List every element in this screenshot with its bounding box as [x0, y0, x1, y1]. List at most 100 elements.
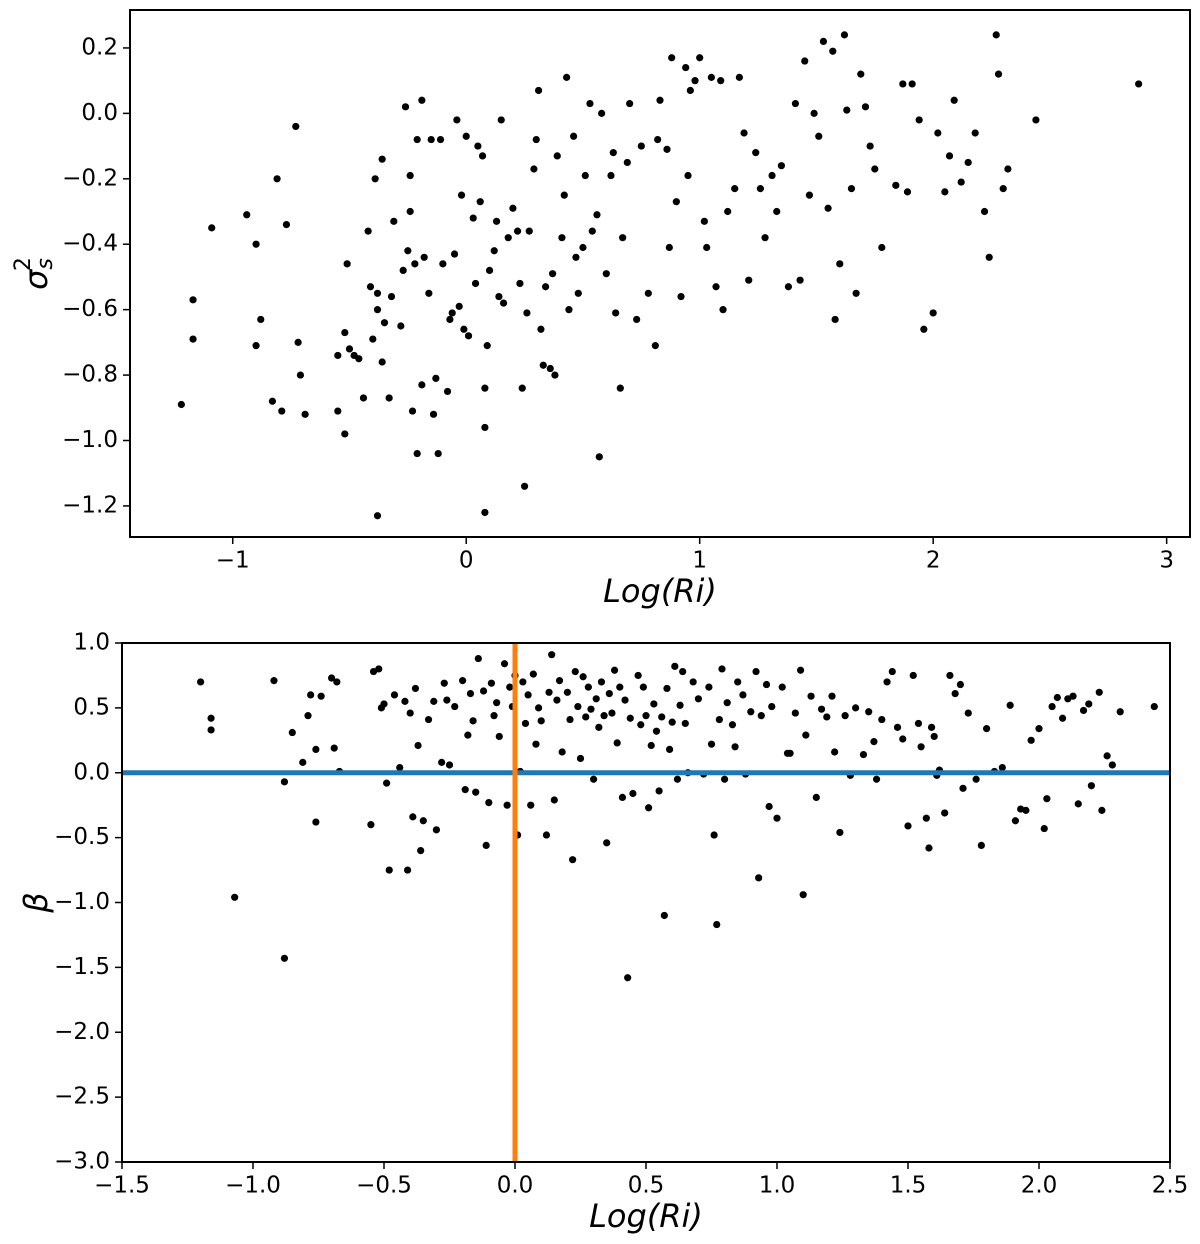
point [304, 712, 312, 720]
point [1116, 708, 1124, 716]
point [677, 292, 685, 301]
point [673, 775, 682, 783]
point [925, 844, 933, 852]
point [629, 789, 637, 798]
point [445, 761, 454, 769]
point [299, 758, 307, 766]
point [278, 407, 286, 415]
point [373, 289, 382, 297]
point [784, 283, 793, 291]
point [436, 135, 445, 144]
point [418, 381, 426, 389]
point [656, 96, 664, 104]
point [899, 80, 907, 88]
x-tick-label: 2 [926, 548, 941, 574]
point [513, 227, 522, 235]
point [252, 342, 260, 350]
point [703, 243, 711, 252]
point [946, 671, 954, 680]
point [817, 705, 826, 713]
point [1011, 817, 1020, 825]
point [288, 728, 296, 737]
point [404, 247, 412, 255]
point [728, 721, 737, 729]
point [282, 220, 291, 229]
point [548, 651, 556, 659]
plot-frame [129, 9, 1191, 538]
point [328, 674, 336, 682]
point [581, 171, 589, 180]
x-tick-label: −1.5 [94, 1173, 150, 1199]
point [574, 289, 582, 297]
point [401, 697, 409, 705]
point [570, 132, 578, 140]
point [707, 740, 716, 748]
point [333, 678, 341, 686]
point [623, 158, 631, 167]
point [545, 688, 553, 696]
point [537, 717, 545, 725]
point [608, 709, 616, 717]
point [694, 695, 703, 703]
point [474, 654, 482, 663]
point [518, 384, 526, 392]
point [474, 142, 482, 150]
point [443, 696, 451, 704]
point [499, 299, 508, 307]
point [761, 234, 769, 242]
point [420, 253, 428, 261]
point [432, 374, 440, 382]
point [548, 270, 557, 278]
point [446, 315, 454, 324]
y-tick-label: −0.2 [62, 165, 118, 191]
point [870, 738, 878, 746]
point [460, 325, 468, 333]
x-tick-label: 0.5 [628, 1173, 665, 1199]
point [843, 106, 851, 114]
point [429, 410, 438, 418]
point [719, 306, 727, 314]
point [841, 712, 849, 720]
point [490, 247, 498, 255]
point [500, 660, 509, 668]
point [941, 188, 949, 196]
point [810, 109, 818, 117]
point [493, 699, 501, 707]
point [861, 103, 870, 111]
point [551, 371, 559, 379]
y-tick-label: −1.2 [62, 492, 118, 518]
x-tick-label: 3 [1159, 548, 1174, 574]
point [443, 387, 452, 396]
point [296, 371, 305, 379]
point [717, 77, 725, 85]
point [1079, 706, 1088, 715]
point [1087, 782, 1095, 790]
point [624, 974, 632, 982]
point [425, 289, 433, 297]
y-label-symbol: β [17, 892, 55, 913]
point [481, 508, 489, 517]
point [482, 841, 490, 850]
point [532, 135, 540, 144]
point [380, 700, 388, 708]
point [434, 449, 442, 458]
point [1004, 165, 1012, 173]
point [904, 822, 912, 830]
point [301, 410, 309, 418]
point [541, 283, 550, 291]
point [731, 185, 739, 193]
point [1074, 800, 1082, 808]
point [539, 361, 547, 369]
point [791, 99, 800, 108]
point [524, 691, 532, 699]
point [650, 700, 658, 708]
point [576, 754, 585, 763]
point [684, 171, 692, 180]
point [448, 309, 456, 317]
point [983, 725, 991, 733]
point [696, 54, 704, 62]
point [569, 856, 577, 864]
point [871, 165, 879, 173]
